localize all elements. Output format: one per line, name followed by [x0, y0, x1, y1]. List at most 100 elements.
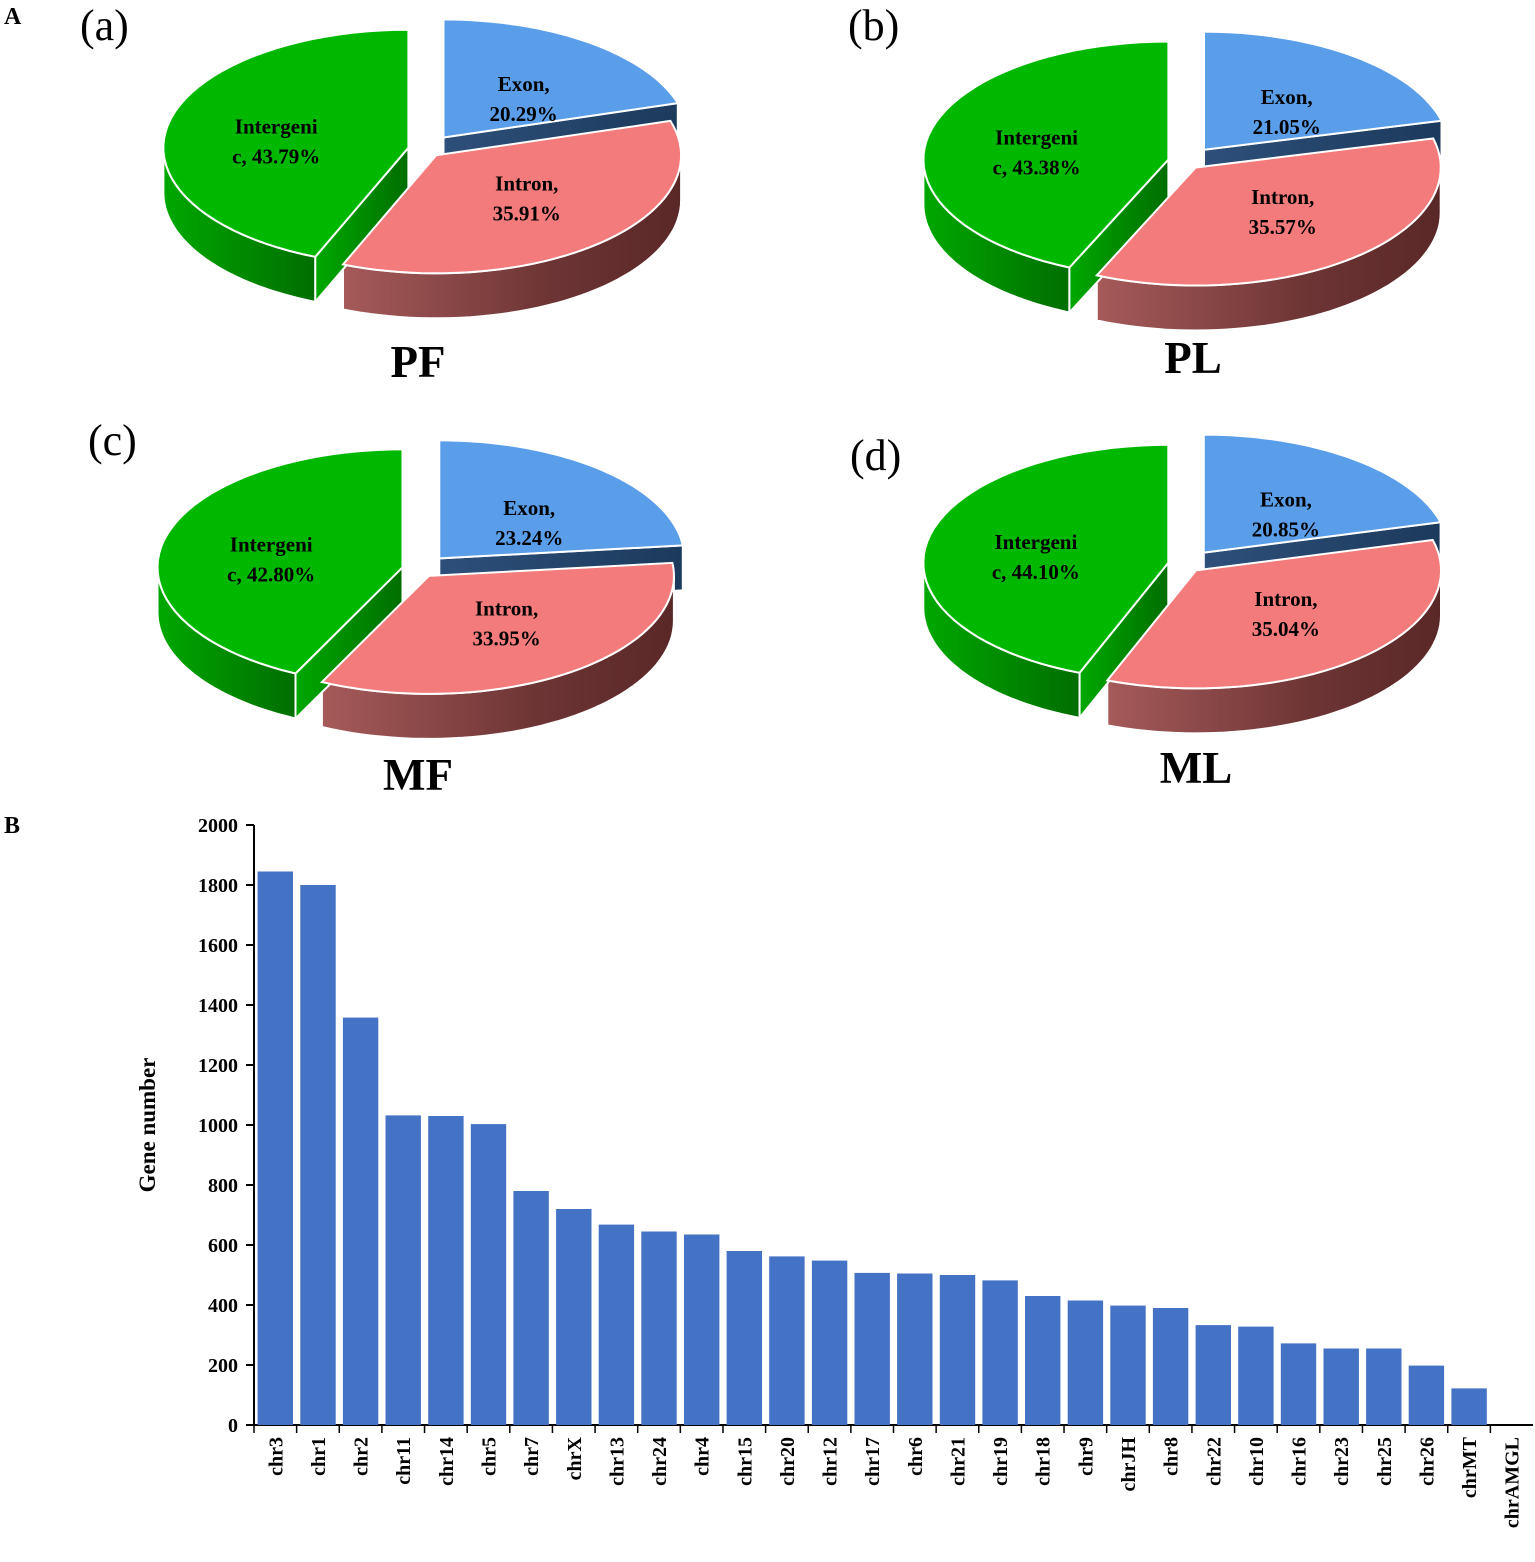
bar-chr26 [1408, 1365, 1445, 1425]
pie-slice-exon [442, 18, 680, 139]
pie-slice-intron [319, 561, 675, 695]
x-tick-label: chr24 [649, 1437, 671, 1486]
y-tick-label: 600 [208, 1235, 238, 1257]
bar-chr17 [854, 1272, 890, 1425]
slice-label-intron: Intron, [475, 596, 538, 620]
x-tick-label: chr23 [1331, 1437, 1353, 1486]
y-tick-label: 2000 [198, 815, 238, 837]
x-tick-label: chrMT [1459, 1436, 1481, 1498]
bar-chr20 [769, 1256, 805, 1425]
bar-chr24 [641, 1231, 677, 1425]
slice-label-intergenic: Intergeni [235, 114, 318, 138]
slice-value-intron: 35.57% [1249, 215, 1317, 239]
x-tick-label: chr22 [1203, 1437, 1225, 1486]
pie-title: PF [391, 337, 446, 387]
pie-title: MF [383, 750, 453, 800]
bar-chr19 [982, 1280, 1018, 1425]
pie-chart-mf: (c) MF Exon, 23.24% Intron, 33.95% Intergeni c,… [88, 416, 685, 800]
bar-chr13 [598, 1224, 635, 1425]
x-tick-label: chr25 [1374, 1437, 1396, 1486]
pie-slice-intergenic [162, 28, 410, 258]
slice-label-intergenic: Intergeni [995, 126, 1078, 150]
y-tick-label: 800 [208, 1175, 238, 1197]
slice-value-intron: 35.04% [1252, 617, 1320, 641]
bar-chr8 [1152, 1308, 1189, 1425]
pie-slice-exon [1202, 433, 1443, 554]
pie-title: PL [1164, 333, 1222, 383]
y-tick-label: 1600 [198, 935, 238, 957]
y-tick-label: 400 [208, 1295, 238, 1317]
bar-chr15 [726, 1251, 762, 1425]
y-tick-label: 1400 [198, 995, 238, 1017]
pie-title: ML [1160, 743, 1233, 793]
bar-chrX [556, 1209, 592, 1425]
pie-chart-ml: (d) ML Exon, 20.85% Intron, 35.04% Intergeni c,… [850, 431, 1443, 793]
pie-slice-exon [1203, 30, 1444, 151]
slice-value-exon: 20.85% [1252, 518, 1320, 542]
x-tick-label: chr26 [1416, 1437, 1438, 1486]
panel-tag: (b) [848, 1, 899, 50]
bar-chr16 [1280, 1343, 1317, 1425]
slice-value-exon: 20.29% [490, 102, 558, 126]
bar-chr6 [897, 1273, 933, 1425]
x-tick-label: chr2 [351, 1437, 373, 1476]
slice-value-exon: 23.24% [495, 526, 563, 550]
x-tick-label: chr10 [1246, 1437, 1268, 1486]
x-tick-label: chr8 [1161, 1437, 1183, 1476]
x-tick-label: chr21 [948, 1437, 970, 1486]
section-letter-a: A [4, 4, 22, 30]
slice-value-intergenic: c, 42.80% [227, 562, 315, 586]
pie-chart-pl: (b) PL Exon, 21.05% Intron, 35.57% Intergeni c,… [848, 1, 1444, 383]
bar-chr14 [428, 1116, 464, 1425]
bar-chr2 [342, 1017, 379, 1425]
y-tick-label: 1800 [198, 875, 238, 897]
panel-tag: (a) [80, 1, 129, 50]
panel-tag: (c) [88, 416, 137, 465]
pie-slice-intergenic [156, 448, 404, 675]
bar-chr23 [1323, 1348, 1359, 1425]
x-tick-label: chr7 [521, 1437, 543, 1476]
slice-value-exon: 21.05% [1253, 115, 1321, 139]
section-letter-b: B [4, 813, 20, 839]
x-tick-label: chr16 [1289, 1437, 1311, 1486]
bar-chr21 [939, 1275, 976, 1425]
bar-chr3 [257, 871, 293, 1425]
bar-chart: 0 200 400 600 800 1000 1200 1400 1600 1800 2000 Gen… [135, 815, 1533, 1528]
slice-value-intron: 35.91% [493, 202, 561, 226]
bar-chr18 [1025, 1296, 1061, 1425]
x-tick-label: chr20 [777, 1437, 799, 1486]
pie-slice-exon [438, 439, 685, 560]
x-tick-label: chr15 [734, 1437, 756, 1486]
bar-chr12 [811, 1260, 848, 1425]
y-tick-label: 1200 [198, 1055, 238, 1077]
x-tick-label: chrX [564, 1436, 586, 1480]
panel-tag: (d) [850, 431, 901, 480]
x-tick-label: chr9 [1075, 1437, 1097, 1476]
x-tick-label: chr11 [393, 1437, 415, 1485]
bar-chr10 [1238, 1326, 1274, 1425]
x-tick-label: chr5 [479, 1437, 501, 1476]
pie-chart-pf: (a) PF Exon, 20.29% Intron, 35.91% Intergeni c,… [80, 1, 683, 387]
bar-chr9 [1067, 1300, 1104, 1425]
bar-chr11 [385, 1115, 421, 1425]
slice-value-intron: 33.95% [472, 626, 540, 650]
y-tick-label: 0 [228, 1415, 238, 1437]
slice-label-intergenic: Intergeni [230, 532, 313, 556]
y-axis-title: Gene number [135, 1058, 160, 1193]
x-tick-label: chr4 [692, 1437, 714, 1476]
pie-slice-intergenic [922, 40, 1170, 269]
pie-slice-intron [341, 119, 683, 275]
slice-label-intron: Intron, [495, 172, 558, 196]
bar-chr4 [684, 1234, 720, 1425]
bar-chr7 [513, 1191, 549, 1425]
x-tick-label: chr14 [436, 1437, 458, 1486]
x-tick-label: chr3 [265, 1437, 287, 1476]
slice-label-intron: Intron, [1251, 185, 1314, 209]
pie-charts: (a) PF Exon, 20.29% Intron, 35.91% Intergeni c,… [80, 1, 1444, 800]
pie-slice-intergenic [922, 443, 1170, 674]
pie-slice-intron [1105, 538, 1443, 690]
slice-value-intergenic: c, 44.10% [992, 560, 1080, 584]
slice-label-exon: Exon, [1261, 85, 1313, 109]
slice-value-intergenic: c, 43.38% [993, 156, 1081, 180]
